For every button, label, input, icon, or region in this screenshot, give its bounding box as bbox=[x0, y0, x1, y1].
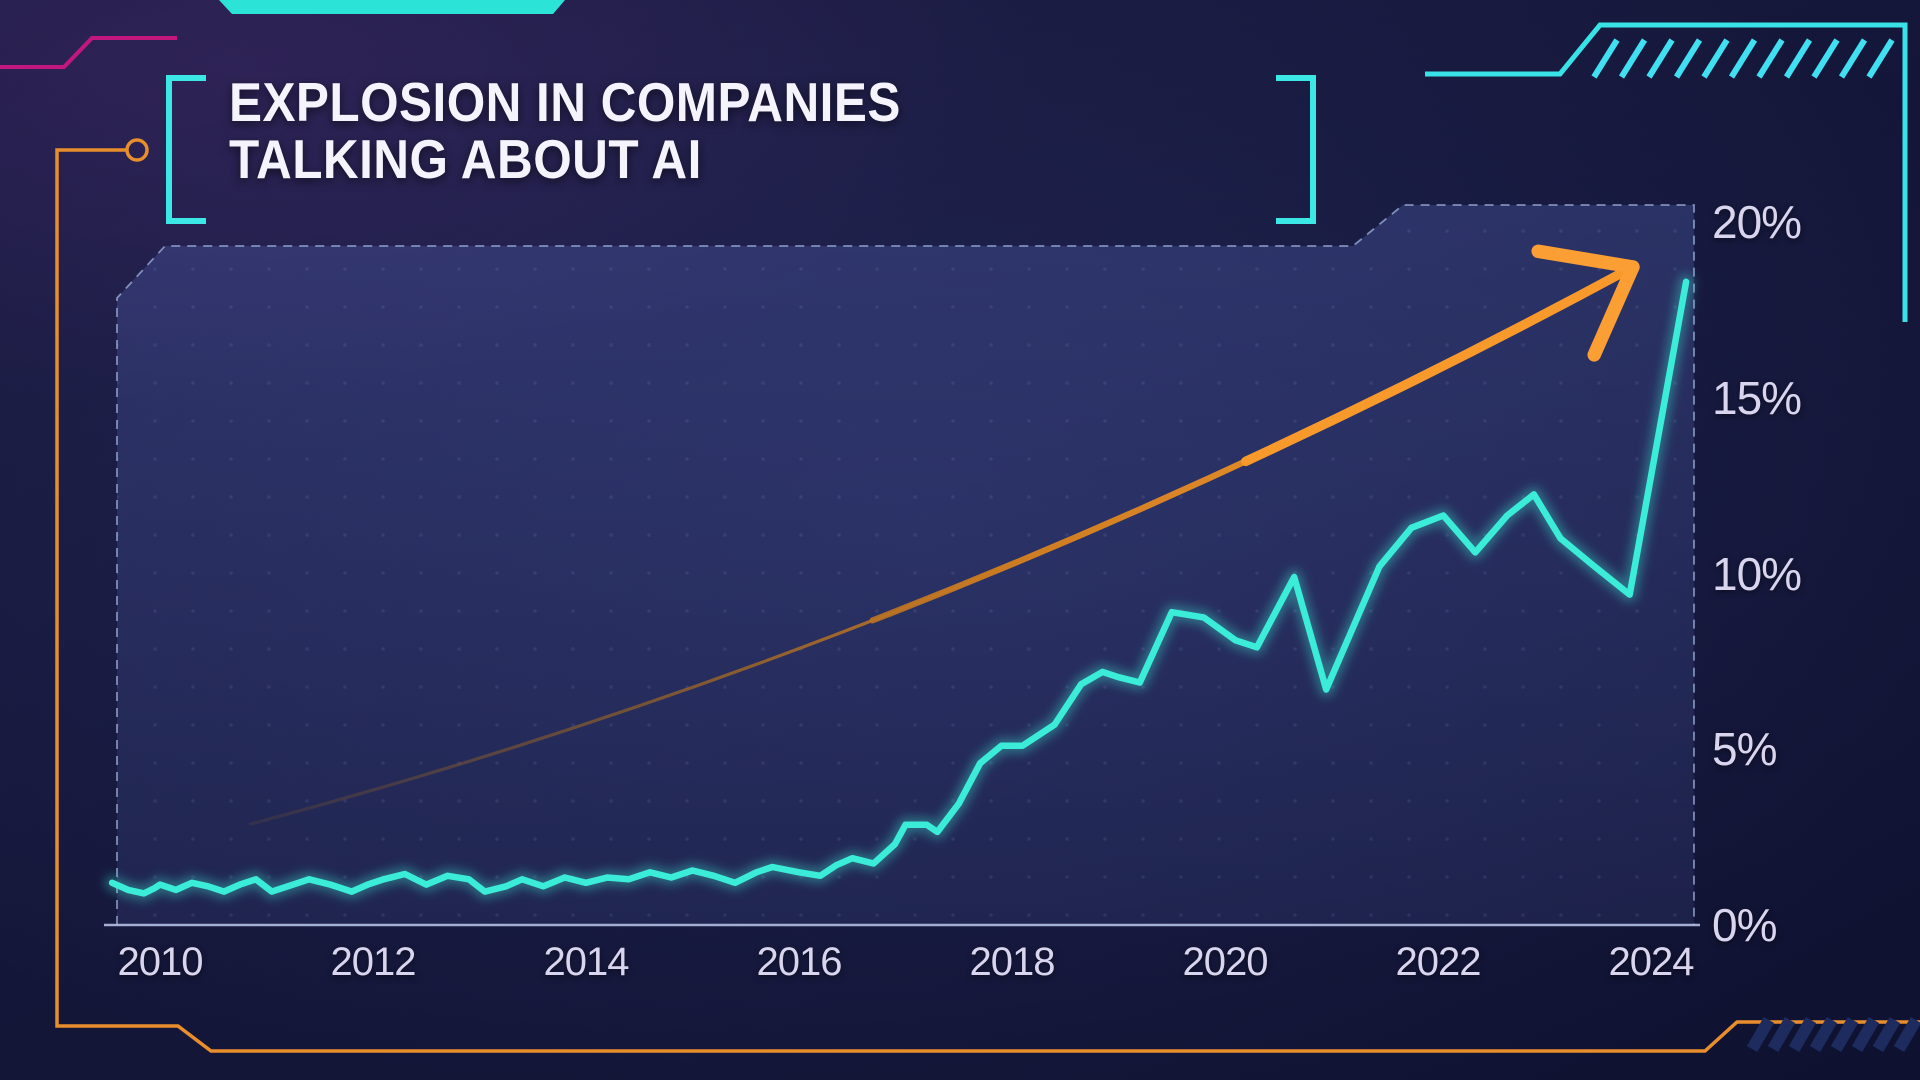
cyan-slash-icon bbox=[1783, 38, 1813, 79]
title-bracket-left bbox=[166, 75, 206, 224]
x-tick-label-2020: 2020 bbox=[1182, 940, 1269, 984]
x-tick-label-2022: 2022 bbox=[1395, 940, 1482, 984]
top-right-hatch-marks bbox=[1591, 38, 1895, 79]
chart-panel-dot-grid bbox=[117, 205, 1694, 925]
chart-title-line1: EXPLOSION IN COMPANIES bbox=[229, 71, 901, 133]
top-right-cyan-frame bbox=[1425, 22, 1908, 322]
dark-slash-icon bbox=[1767, 1016, 1796, 1053]
bottom-right-hatch-marks bbox=[1746, 1016, 1920, 1053]
x-tick-label-2010: 2010 bbox=[117, 940, 204, 984]
trend-arrow-shaft bbox=[1241, 262, 1638, 467]
cyan-slash-icon bbox=[1866, 38, 1895, 79]
magenta-circuit-line bbox=[0, 36, 177, 69]
x-tick-label-2018: 2018 bbox=[969, 940, 1056, 984]
x-tick-label-2016: 2016 bbox=[756, 940, 843, 984]
trend-arrow-head bbox=[1587, 260, 1640, 362]
cyan-slash-icon bbox=[1728, 38, 1758, 79]
data-line bbox=[108, 278, 1690, 897]
cyan-slash-icon bbox=[1838, 38, 1868, 79]
trend-arrow-head bbox=[1531, 244, 1640, 274]
y-tick-label-20: 20% bbox=[1712, 196, 1802, 248]
cyan-slash-icon bbox=[1646, 38, 1675, 79]
frame-decorations bbox=[0, 0, 1920, 1053]
dark-slash-icon bbox=[1893, 1016, 1920, 1053]
dark-slash-icon bbox=[1851, 1016, 1880, 1053]
chart-panel-dashed-border bbox=[116, 204, 1695, 925]
dark-slash-icon bbox=[1788, 1016, 1817, 1053]
cyan-slash-icon bbox=[1618, 38, 1648, 79]
cyan-slash-icon bbox=[1673, 38, 1703, 79]
cyan-slash-icon bbox=[1591, 38, 1620, 79]
orange-circuit-line bbox=[55, 148, 1920, 1053]
y-tick-label-0: 0% bbox=[1712, 899, 1777, 951]
x-tick-label-2012: 2012 bbox=[330, 940, 417, 984]
chart-panel bbox=[104, 204, 1700, 927]
orange-circuit-node bbox=[125, 138, 149, 162]
dark-slash-icon bbox=[1809, 1016, 1838, 1053]
trend-arrow bbox=[248, 244, 1640, 826]
y-tick-label-10: 10% bbox=[1712, 547, 1802, 600]
data-series bbox=[104, 274, 1694, 901]
y-tick-label-5: 5% bbox=[1712, 723, 1777, 776]
dark-slash-icon bbox=[1746, 1016, 1775, 1053]
cyan-slash-icon bbox=[1701, 38, 1730, 79]
title-bracket-right bbox=[1276, 75, 1316, 224]
dark-slash-icon bbox=[1830, 1016, 1859, 1053]
cyan-slash-icon bbox=[1756, 38, 1785, 79]
page-title: EXPLOSION IN COMPANIES TALKING ABOUT AI bbox=[229, 74, 901, 188]
x-tick-label-2024: 2024 bbox=[1608, 940, 1695, 984]
y-tick-label-15: 15% bbox=[1712, 371, 1802, 424]
x-tick-label-2014: 2014 bbox=[543, 940, 630, 984]
top-cyan-bar bbox=[219, 0, 565, 14]
cyan-slash-icon bbox=[1811, 38, 1840, 79]
dark-slash-icon bbox=[1872, 1016, 1901, 1053]
chart-title-line2: TALKING ABOUT AI bbox=[229, 128, 702, 190]
